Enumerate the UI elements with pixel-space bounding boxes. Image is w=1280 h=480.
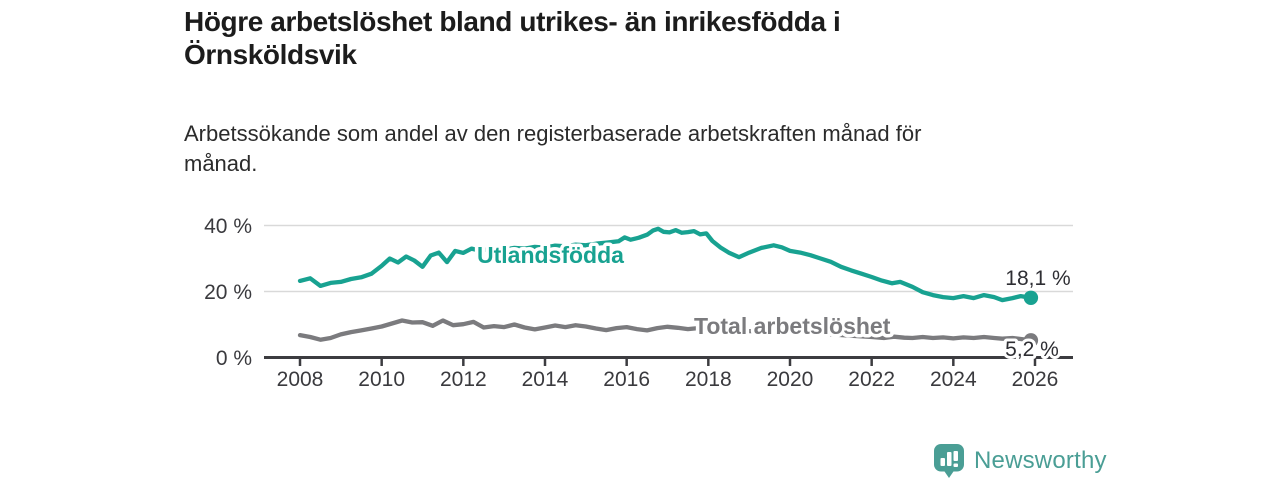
- x-tick-label-2012: 2012: [440, 368, 487, 391]
- x-tick-label-2018: 2018: [685, 368, 732, 391]
- x-tick-label-2014: 2014: [522, 368, 569, 391]
- y-tick-label-20: 20 %: [204, 281, 252, 304]
- x-tick-label-2024: 2024: [930, 368, 977, 391]
- x-tick-label-2026: 2026: [1012, 368, 1059, 391]
- chart-subtitle: Arbetssökande som andel av den registerb…: [184, 119, 1044, 179]
- chart-title-line-2: Örnsköldsvik: [184, 39, 357, 70]
- y-tick-label-40: 40 %: [204, 215, 252, 238]
- series-end-dot-0: [1023, 290, 1039, 305]
- chart-subtitle-line-2: månad.: [184, 151, 258, 176]
- x-tick-label-2022: 2022: [848, 368, 895, 391]
- newsworthy-logo: Newsworthy: [933, 443, 1107, 479]
- series-line-1: [297, 318, 1034, 343]
- x-tick-label-2020: 2020: [767, 368, 814, 391]
- x-tick-label-2016: 2016: [603, 368, 650, 391]
- chart-title: Högre arbetslöshet bland utrikes- än inr…: [184, 5, 1004, 71]
- series-end-value-1: 5,2 %: [1005, 338, 1059, 361]
- newsworthy-icon: [934, 444, 964, 478]
- x-tick-label-2008: 2008: [277, 368, 324, 391]
- y-tick-label-0: 0 %: [216, 347, 252, 370]
- series-label-0: Utlandsfödda: [477, 242, 624, 268]
- newsworthy-wordmark: Newsworthy: [974, 447, 1107, 474]
- series-end-value-0: 18,1 %: [1005, 267, 1070, 290]
- series-end-dot-1: [1023, 333, 1039, 348]
- chart-subtitle-line-1: Arbetssökande som andel av den registerb…: [184, 121, 922, 146]
- series-label-1: Total arbetslöshet: [694, 313, 891, 339]
- x-tick-label-2010: 2010: [358, 368, 405, 391]
- chart-title-line-1: Högre arbetslöshet bland utrikes- än inr…: [184, 6, 841, 37]
- series-line-0: [297, 226, 1034, 303]
